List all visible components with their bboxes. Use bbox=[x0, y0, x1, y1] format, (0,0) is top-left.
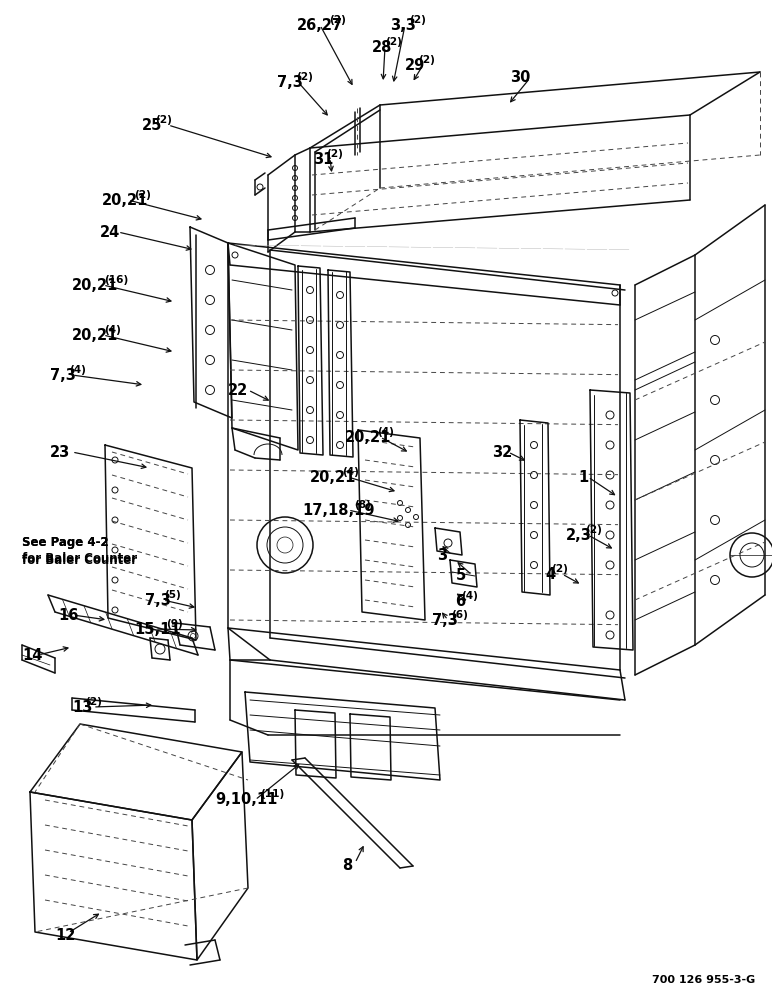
Text: 25: 25 bbox=[142, 118, 162, 133]
Text: 7,3: 7,3 bbox=[50, 368, 76, 383]
Text: 24: 24 bbox=[100, 225, 120, 240]
Text: (8): (8) bbox=[354, 500, 371, 510]
Text: 1: 1 bbox=[578, 470, 588, 485]
Text: 20,21: 20,21 bbox=[310, 470, 357, 485]
Text: (5): (5) bbox=[164, 590, 181, 600]
Text: 14: 14 bbox=[22, 648, 42, 663]
Text: (2): (2) bbox=[418, 55, 435, 65]
Text: 13: 13 bbox=[72, 700, 93, 715]
Text: 5: 5 bbox=[456, 568, 466, 583]
Text: (2): (2) bbox=[585, 525, 602, 535]
Text: 3,3: 3,3 bbox=[390, 18, 416, 33]
Text: (2): (2) bbox=[330, 15, 347, 25]
Text: 6: 6 bbox=[455, 594, 465, 609]
Text: 15,11: 15,11 bbox=[134, 622, 181, 637]
Text: 7,3: 7,3 bbox=[145, 593, 171, 608]
Text: (4): (4) bbox=[343, 467, 360, 477]
Text: 26,27: 26,27 bbox=[297, 18, 343, 33]
Text: (4): (4) bbox=[378, 427, 394, 437]
Text: (4): (4) bbox=[462, 591, 479, 601]
Text: 31: 31 bbox=[313, 152, 334, 167]
Text: 17,18,19: 17,18,19 bbox=[302, 503, 374, 518]
Text: 9,10,11: 9,10,11 bbox=[215, 792, 277, 807]
Text: 4: 4 bbox=[545, 567, 555, 582]
Text: 12: 12 bbox=[55, 928, 76, 943]
Text: 20,21: 20,21 bbox=[345, 430, 391, 445]
Text: 32: 32 bbox=[492, 445, 513, 460]
Text: (2): (2) bbox=[551, 564, 568, 574]
Text: for Baler Counter: for Baler Counter bbox=[22, 554, 137, 567]
Text: (2): (2) bbox=[409, 15, 426, 25]
Text: (2): (2) bbox=[385, 37, 402, 47]
Text: 700 126 955-3-G: 700 126 955-3-G bbox=[652, 975, 755, 985]
Text: 2,3: 2,3 bbox=[566, 528, 592, 543]
Text: (9): (9) bbox=[167, 619, 183, 629]
Text: (2): (2) bbox=[134, 190, 151, 200]
Text: for Baler Counter: for Baler Counter bbox=[22, 552, 137, 565]
Text: (16): (16) bbox=[104, 275, 129, 285]
Text: 20,21: 20,21 bbox=[102, 193, 148, 208]
Text: 7,3: 7,3 bbox=[277, 75, 303, 90]
Text: (11): (11) bbox=[261, 789, 285, 799]
Text: 7,3: 7,3 bbox=[432, 613, 458, 628]
Text: (2): (2) bbox=[296, 72, 313, 82]
Text: 23: 23 bbox=[50, 445, 70, 460]
Text: 20,21: 20,21 bbox=[72, 278, 118, 293]
Text: 3: 3 bbox=[437, 548, 447, 563]
Text: (6): (6) bbox=[452, 610, 469, 620]
Text: (2): (2) bbox=[85, 697, 102, 707]
Text: 22: 22 bbox=[228, 383, 249, 398]
Text: See Page 4-2: See Page 4-2 bbox=[22, 536, 109, 549]
Text: 30: 30 bbox=[510, 70, 530, 85]
Text: 29: 29 bbox=[405, 58, 425, 73]
Text: See Page 4-2: See Page 4-2 bbox=[22, 536, 109, 549]
Text: 8: 8 bbox=[342, 858, 352, 873]
Text: (2): (2) bbox=[155, 115, 172, 125]
Text: (4): (4) bbox=[69, 365, 86, 375]
Text: 20,21: 20,21 bbox=[72, 328, 118, 343]
Text: 28: 28 bbox=[372, 40, 392, 55]
Text: (2): (2) bbox=[326, 149, 343, 159]
Text: 16: 16 bbox=[58, 608, 79, 623]
Text: (4): (4) bbox=[104, 325, 121, 335]
